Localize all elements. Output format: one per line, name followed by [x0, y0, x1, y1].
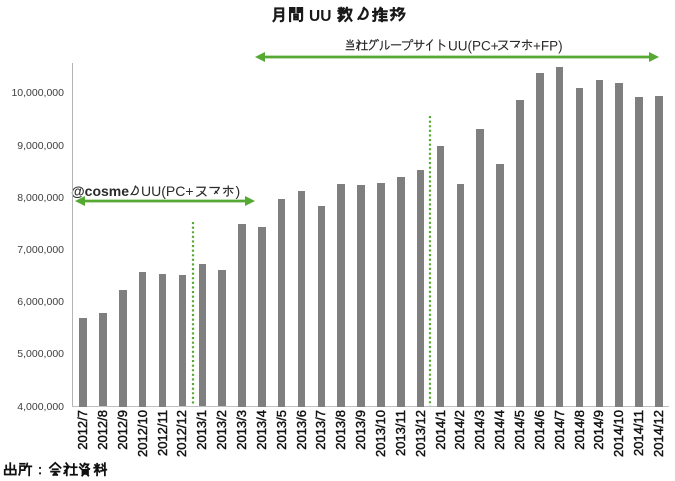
svg-text:+FP): +FP) — [533, 39, 563, 54]
svg-text:@cosme: @cosme — [71, 183, 129, 199]
svg-text:UU(PC+: UU(PC+ — [141, 183, 194, 199]
svg-text:UU(PC+: UU(PC+ — [448, 39, 499, 54]
svg-text:UU: UU — [309, 8, 331, 24]
svg-text:): ) — [236, 183, 241, 199]
